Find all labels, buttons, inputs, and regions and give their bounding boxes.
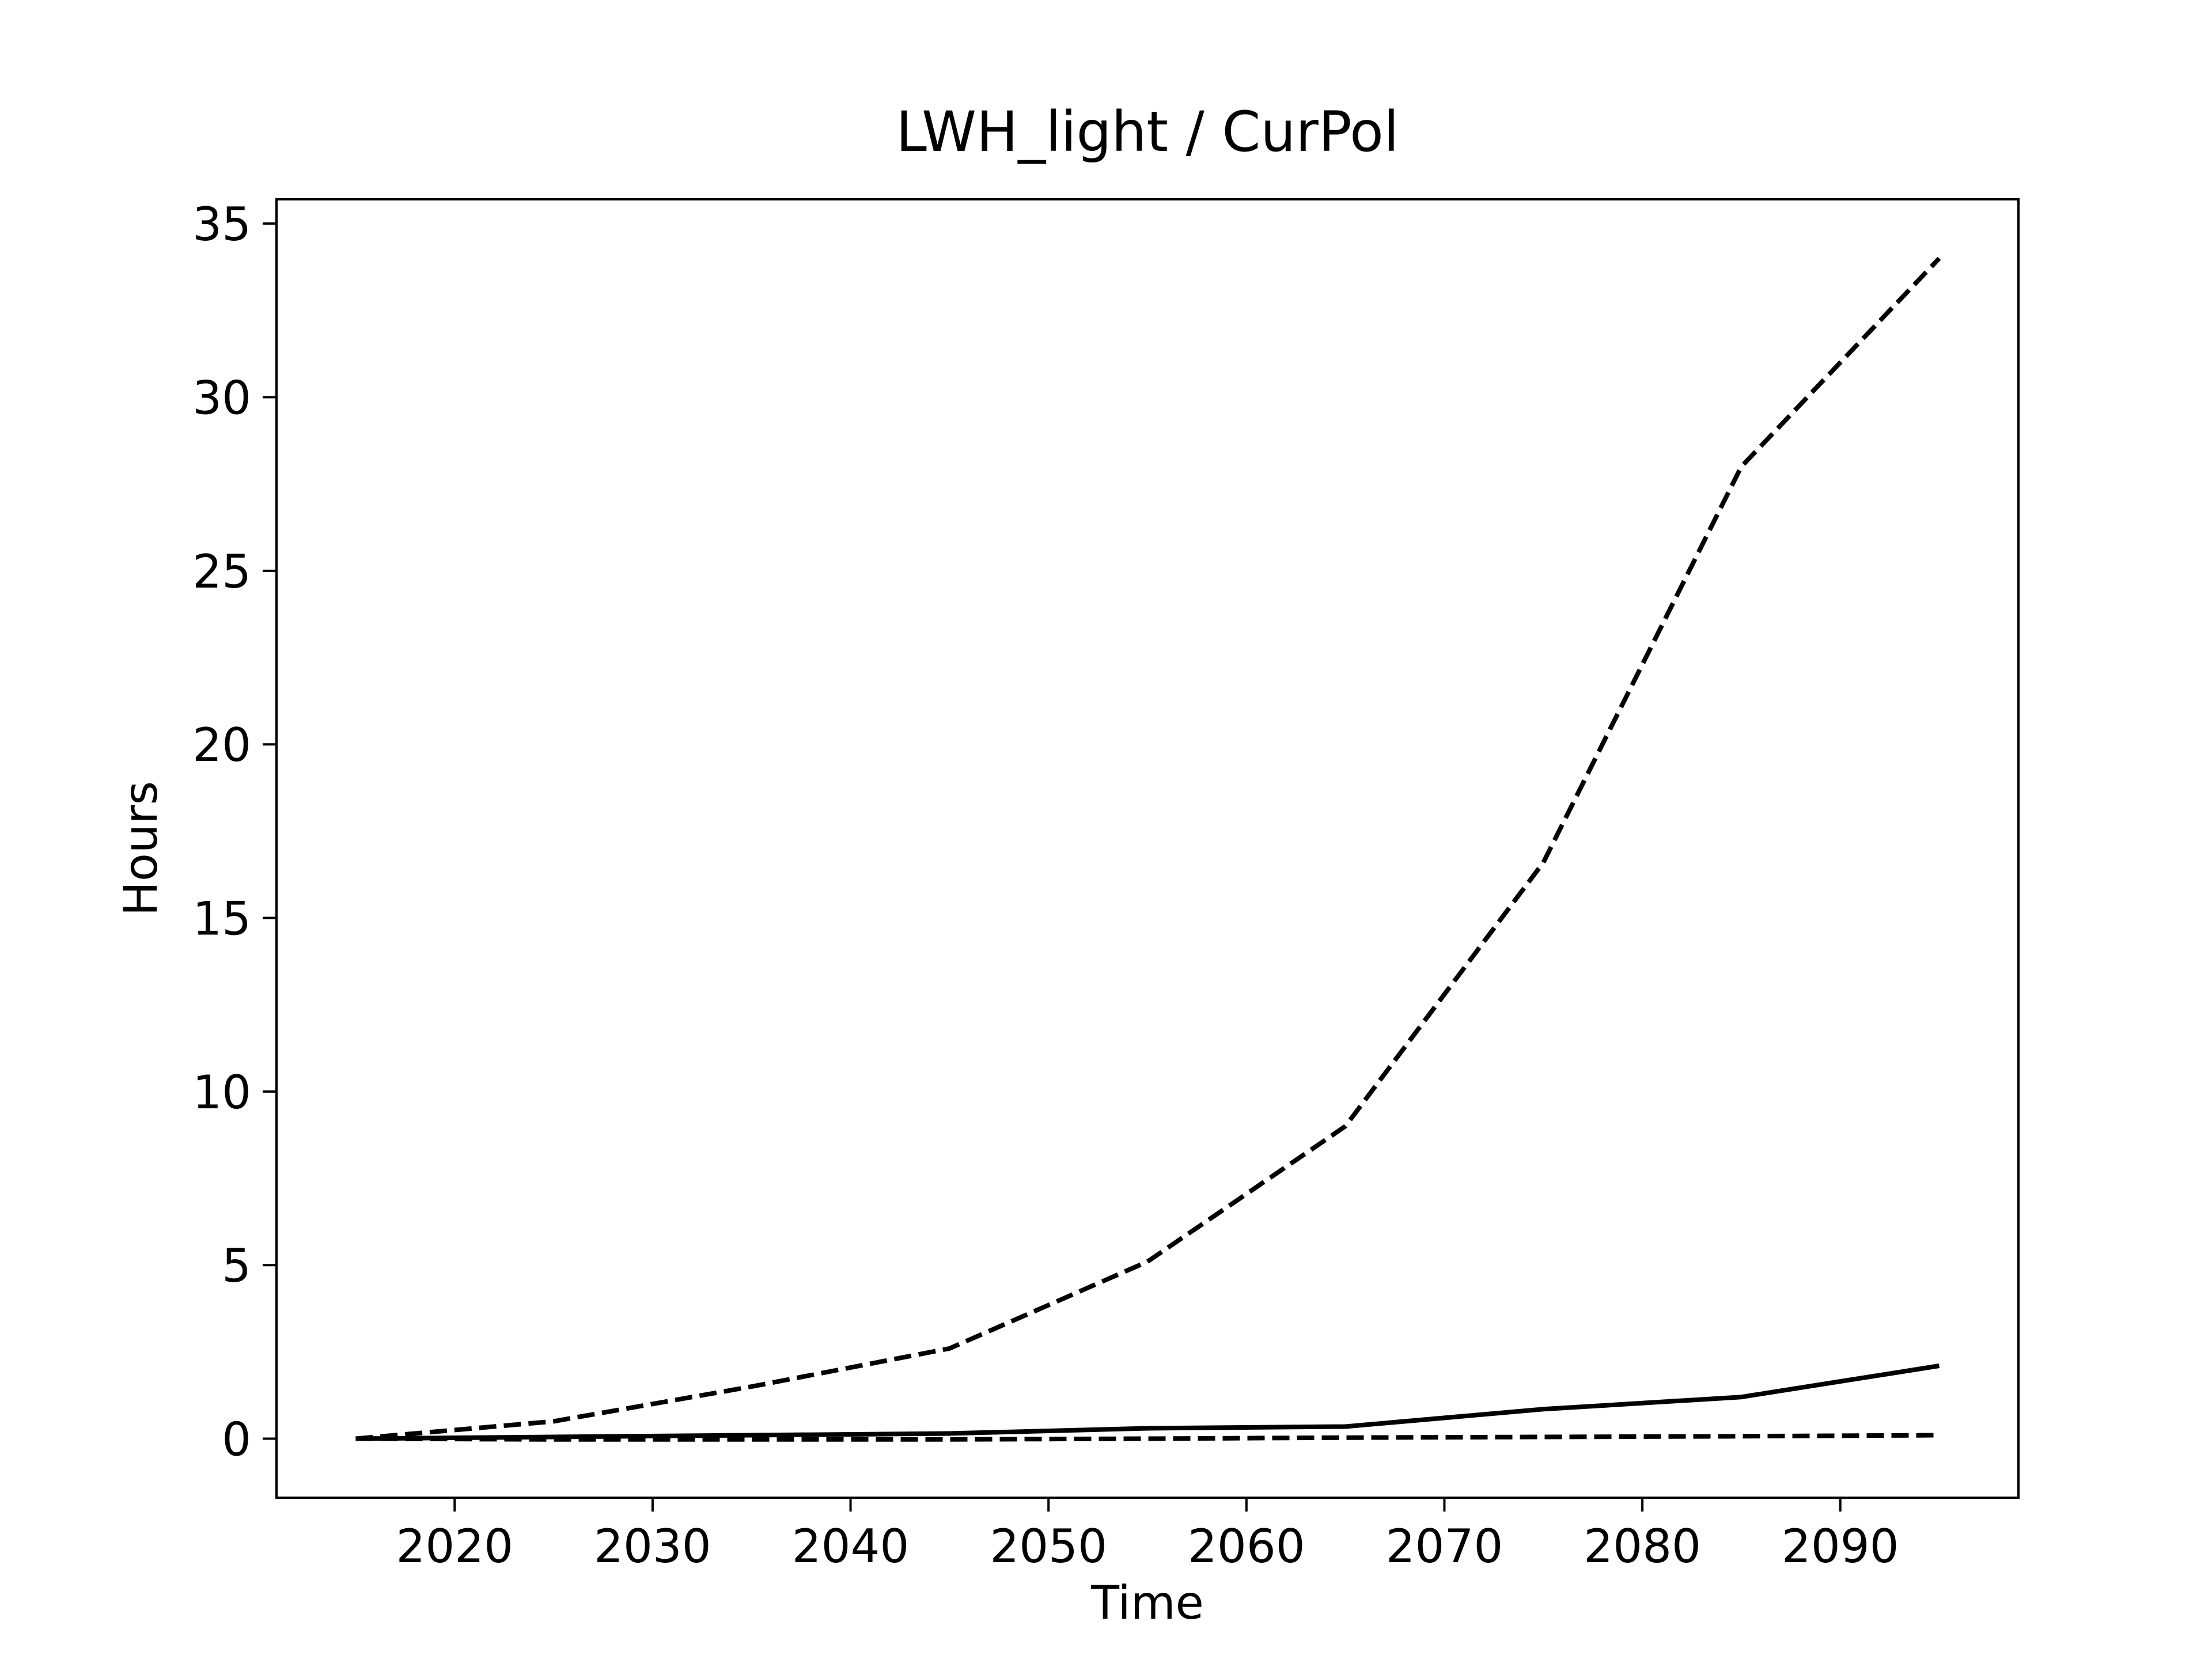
y-tick-label: 0 [222, 1413, 251, 1467]
x-tick-label: 2040 [792, 1520, 910, 1573]
series-line-3 [355, 1433, 1940, 1442]
x-tick-label: 2030 [594, 1520, 711, 1573]
x-axis-label: Time [1090, 1576, 1204, 1630]
y-tick-label: 25 [192, 545, 251, 599]
x-tick-label: 2020 [396, 1520, 513, 1573]
x-tick-label: 2070 [1386, 1520, 1503, 1573]
y-tick-label: 10 [192, 1066, 251, 1119]
x-tick-label: 2050 [990, 1520, 1107, 1573]
series-line-2 [355, 1363, 1940, 1441]
y-tick-label: 35 [192, 198, 251, 251]
series-layer [355, 256, 1941, 1442]
y-tick-label: 5 [222, 1239, 251, 1293]
y-tick-label: 15 [192, 892, 251, 946]
y-axis-label: Hours [114, 781, 168, 916]
x-tick-label: 2090 [1782, 1520, 1899, 1573]
x-tick-label: 2080 [1584, 1520, 1701, 1573]
y-tick-label: 20 [192, 718, 251, 772]
x-axis: 2020 2030 2040 2050 2060 2070 2080 2090 [396, 1498, 1899, 1573]
axes-frame [275, 198, 2020, 1499]
x-tick-label: 2060 [1188, 1520, 1305, 1573]
y-axis: 0 5 10 15 20 25 30 35 [192, 198, 276, 1467]
chart-title: LWH_light / CurPol [896, 100, 1399, 164]
y-tick-label: 30 [192, 372, 251, 425]
